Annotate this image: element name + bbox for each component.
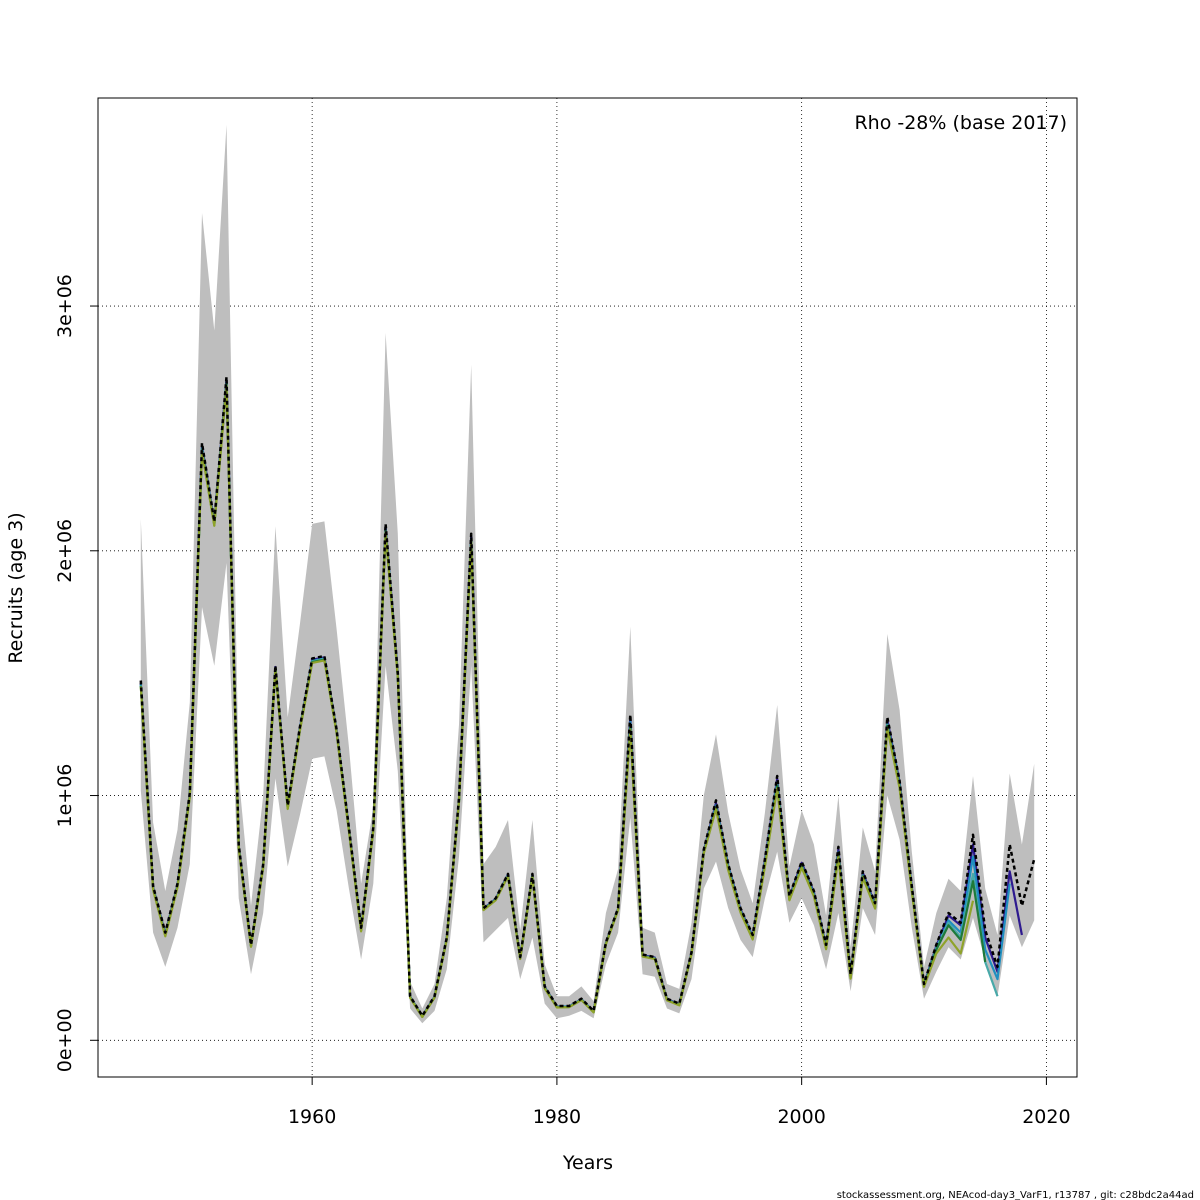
x-tick-label: 2000	[777, 1106, 825, 1128]
series-line-0	[139, 375, 1036, 1018]
footer-credit: stockassessment.org, NEAcod-day3_VarF1, …	[837, 1190, 1194, 1200]
x-axis-label: Years	[562, 1152, 613, 1174]
y-axis: 0e+00 1e+06 2e+06 3e+06	[54, 274, 98, 1072]
y-tick-label: 2e+06	[54, 519, 76, 583]
plot-frame	[97, 97, 1078, 1078]
y-axis-label: Recruits (age 3)	[5, 512, 27, 663]
y-tick-label: 3e+06	[54, 274, 76, 338]
y-tick-label: 1e+06	[54, 764, 76, 828]
annotation-rho: Rho -28% (base 2017)	[854, 112, 1067, 134]
y-tick-label: 0e+00	[54, 1008, 76, 1072]
x-tick-label: 1960	[288, 1106, 336, 1128]
series-lines	[139, 375, 1036, 1019]
x-tick-label: 1980	[533, 1106, 581, 1128]
x-axis: 1960 1980 2000 2020	[288, 1077, 1071, 1128]
x-tick-label: 2020	[1022, 1106, 1070, 1128]
